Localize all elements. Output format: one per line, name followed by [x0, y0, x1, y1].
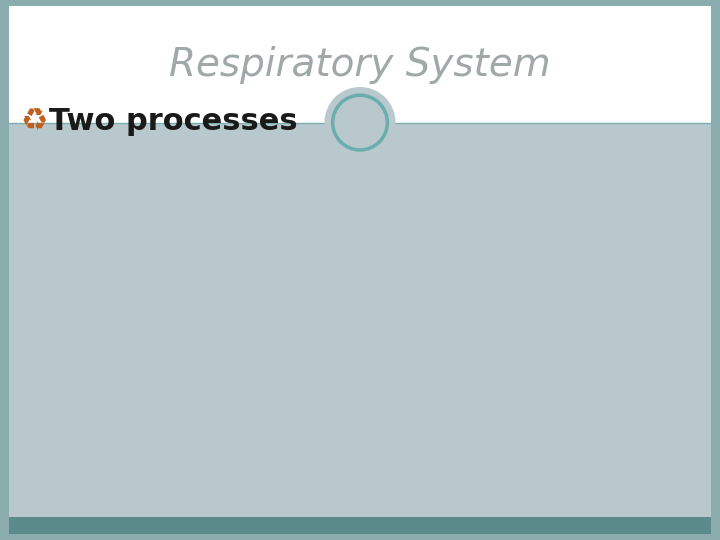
- Text: ♻: ♻: [21, 107, 48, 136]
- Text: Respiratory System: Respiratory System: [169, 45, 551, 84]
- Bar: [9, 123, 711, 517]
- Bar: [9, 517, 711, 534]
- Ellipse shape: [325, 87, 395, 158]
- Ellipse shape: [333, 95, 387, 150]
- Text: Two processes: Two processes: [49, 107, 297, 136]
- Ellipse shape: [343, 106, 377, 139]
- Bar: [9, 6, 711, 123]
